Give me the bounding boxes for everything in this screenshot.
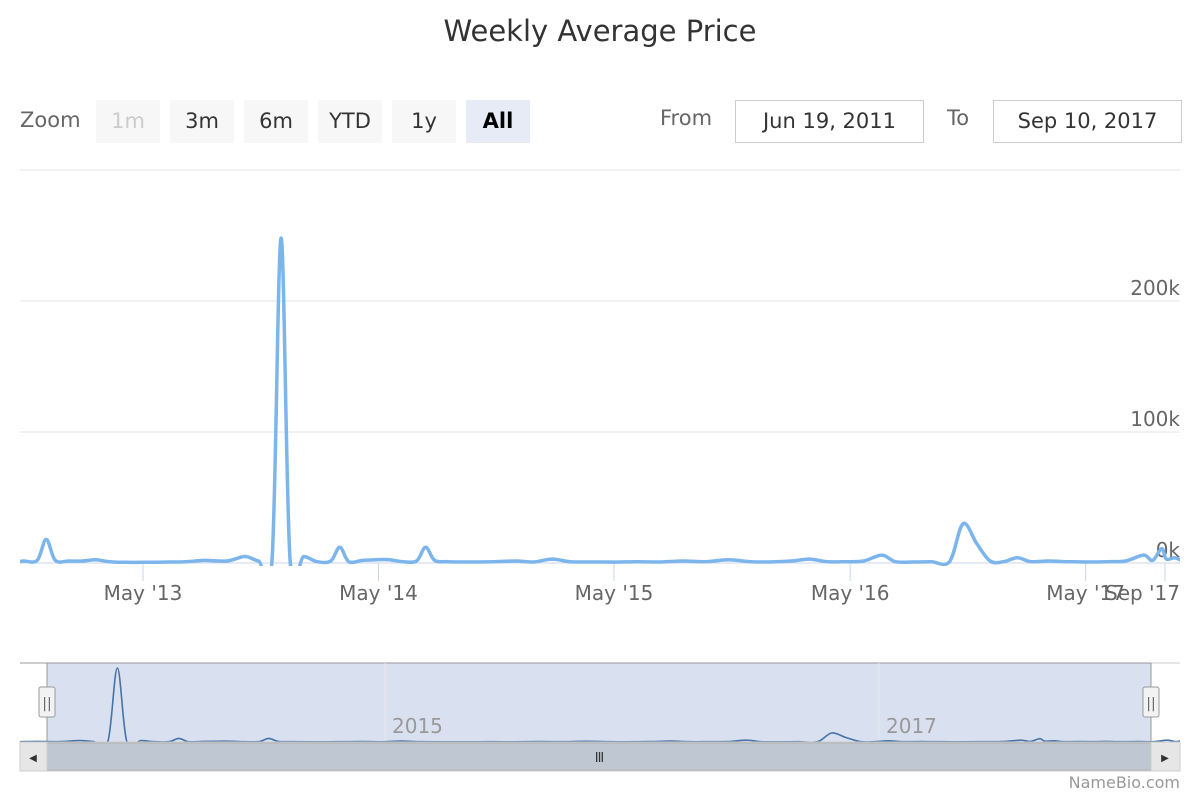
x-tick-label: May '14 xyxy=(339,581,418,605)
navigator-right-handle[interactable]: || xyxy=(1142,686,1160,718)
navigator[interactable]: 2015 2017 || || III ◀ ▶ xyxy=(0,662,1200,772)
navigator-year-label: 2017 xyxy=(886,714,937,738)
zoom-6m-button[interactable]: 6m xyxy=(244,100,308,143)
series-group xyxy=(20,236,1180,566)
scrollbar-right-button[interactable] xyxy=(1150,741,1181,772)
x-tick-label: May '13 xyxy=(104,581,183,605)
x-tick-label: May '16 xyxy=(811,581,890,605)
handle-body xyxy=(38,686,56,718)
y-tick-label: 100k xyxy=(1130,407,1180,431)
scrollbar-left-button[interactable] xyxy=(19,741,48,772)
zoom-1y-button[interactable]: 1y xyxy=(392,100,456,143)
navigator-scrollbar[interactable]: III ◀ ▶ xyxy=(19,741,1181,772)
zoom-ytd-button[interactable]: YTD xyxy=(318,100,382,143)
to-date-input[interactable]: Sep 10, 2017 xyxy=(993,100,1182,143)
navigator-selected-range xyxy=(47,663,1151,742)
y-tick-label: 200k xyxy=(1130,276,1180,300)
from-date-input[interactable]: Jun 19, 2011 xyxy=(735,100,924,143)
from-label: From xyxy=(660,106,713,130)
scrollbar-grip-icon: III xyxy=(595,751,604,766)
x-tick-label: Sep '17 xyxy=(1105,581,1180,605)
right-arrow-icon: ▶ xyxy=(1161,753,1169,764)
handle-body xyxy=(1142,686,1160,718)
handle-grip-icon: || xyxy=(1146,696,1155,712)
left-arrow-icon: ◀ xyxy=(29,753,37,764)
x-tick-label: May '17 xyxy=(1046,581,1125,605)
credits[interactable]: NameBio.com xyxy=(1068,773,1180,792)
to-label: To xyxy=(947,106,970,130)
zoom-label: Zoom xyxy=(20,108,81,132)
chart-title: Weekly Average Price xyxy=(443,14,757,48)
zoom-3m-button[interactable]: 3m xyxy=(170,100,234,143)
x-tick-label: May '15 xyxy=(575,581,654,605)
navigator-left-handle[interactable]: || xyxy=(38,686,56,718)
series-line xyxy=(20,236,1180,566)
scrollbar-thumb[interactable] xyxy=(46,742,1152,771)
zoom-all-button[interactable]: All xyxy=(466,100,530,143)
zoom-1m-button[interactable]: 1m xyxy=(96,100,160,143)
handle-grip-icon: || xyxy=(42,696,51,712)
navigator-year-label: 2015 xyxy=(392,714,443,738)
